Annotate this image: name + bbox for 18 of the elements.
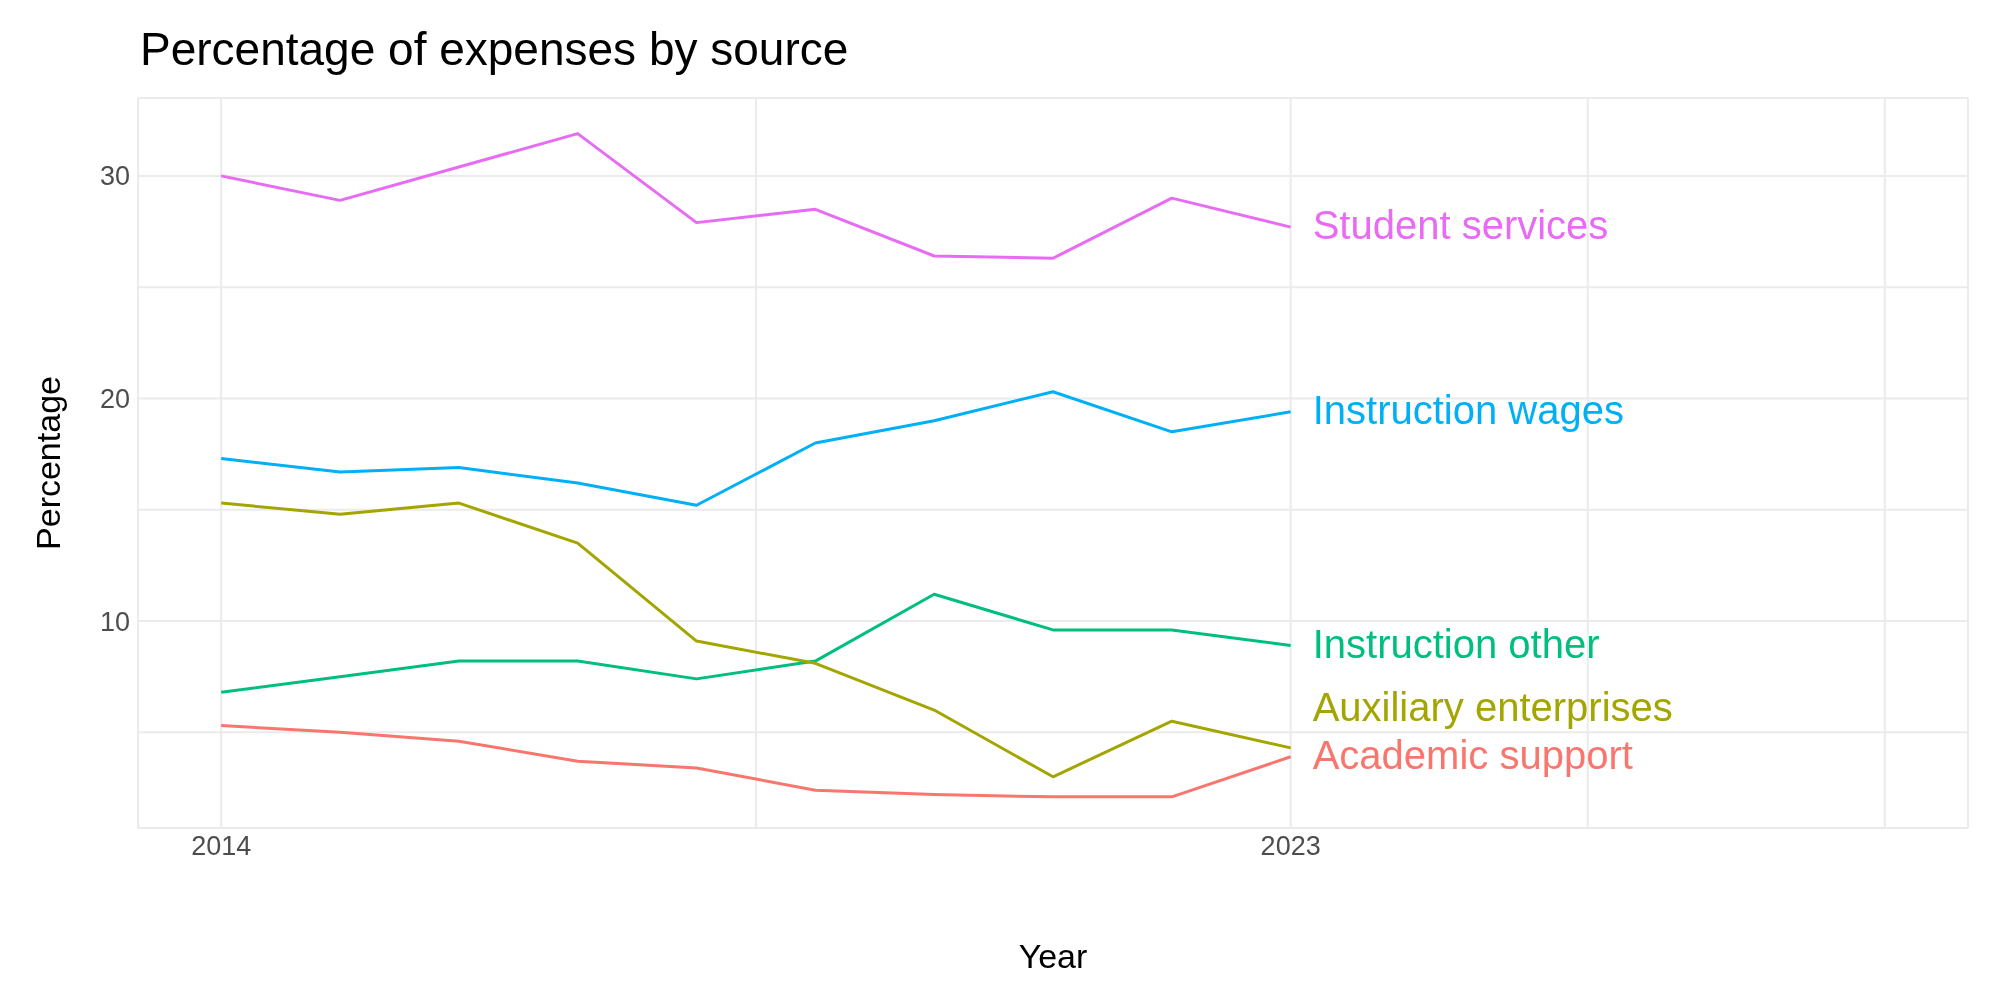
x-tick-label: 2023 [1260,831,1321,862]
y-tick-label: 20 [99,384,130,415]
series-label: Auxiliary enterprises [1312,684,1673,729]
line-series [219,724,1293,799]
series-label: Instruction other [1312,621,1600,666]
line-series [219,132,1293,260]
line-series [219,592,1293,694]
y-axis-title: Percentage [29,376,68,550]
y-tick-label: 30 [99,161,130,192]
series-label: Academic support [1312,732,1633,777]
chart-title: Percentage of expenses by source [140,22,849,76]
y-tick-label: 10 [99,606,130,637]
x-tick-label: 2014 [191,831,252,862]
x-axis-title: Year [1018,937,1088,975]
line-series [219,501,1293,779]
series-label: Instruction wages [1312,387,1624,432]
line-series [219,390,1293,507]
series-label: Student services [1312,203,1609,248]
